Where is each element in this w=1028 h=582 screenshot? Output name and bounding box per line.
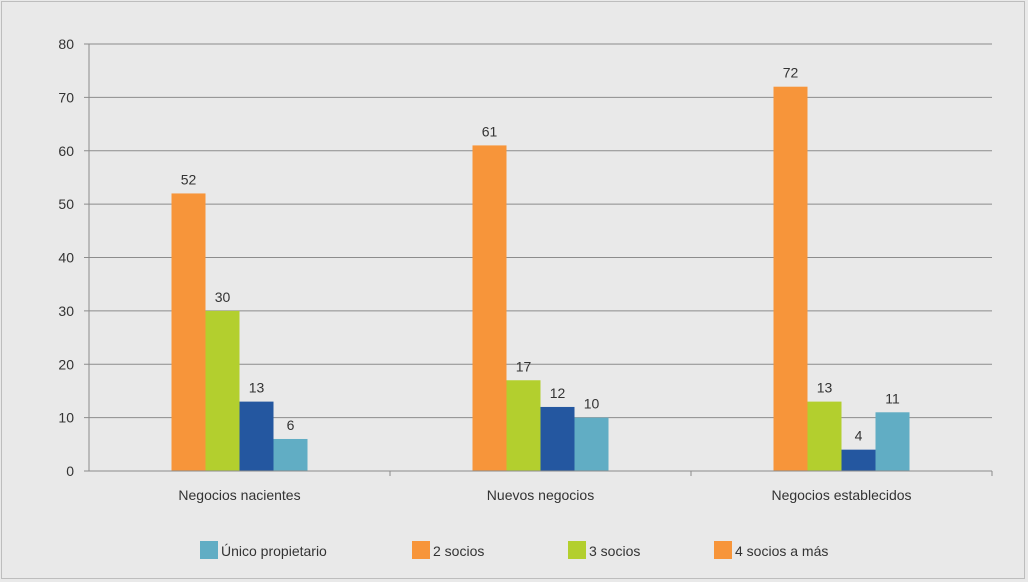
y-tick-label: 60 xyxy=(58,143,74,159)
data-label: 6 xyxy=(287,417,295,433)
y-tick-label: 50 xyxy=(58,196,74,212)
y-tick-label: 0 xyxy=(66,463,74,479)
x-category-label: Negocios nacientes xyxy=(178,487,300,503)
data-label: 11 xyxy=(885,390,900,406)
bar xyxy=(807,401,842,471)
legend-swatch xyxy=(200,541,218,559)
legend-label: Único propietario xyxy=(221,543,327,559)
y-tick-label: 70 xyxy=(58,89,74,105)
y-tick-label: 30 xyxy=(58,303,74,319)
legend-swatch xyxy=(412,541,430,559)
data-label: 61 xyxy=(482,123,498,139)
bar xyxy=(574,417,609,471)
data-label: 10 xyxy=(584,396,600,412)
bars xyxy=(171,86,910,471)
bar xyxy=(239,401,274,471)
legend: Único propietario 2 socios 3 socios 4 socio… xyxy=(200,541,828,559)
data-label: 52 xyxy=(181,171,197,187)
y-tick-label: 20 xyxy=(58,356,74,372)
data-label: 4 xyxy=(855,428,863,444)
bar xyxy=(540,406,575,471)
legend-swatch xyxy=(568,541,586,559)
data-label: 30 xyxy=(215,289,231,305)
legend-label: 3 socios xyxy=(589,543,640,559)
data-label: 13 xyxy=(249,380,265,396)
bar xyxy=(205,310,240,471)
bar xyxy=(273,438,308,471)
bar xyxy=(875,412,910,471)
x-category-label: Nuevos negocios xyxy=(487,487,594,503)
data-label: 17 xyxy=(516,358,532,374)
y-axis: 0 10 20 30 40 50 60 70 80 xyxy=(58,36,90,479)
data-label: 12 xyxy=(550,385,566,401)
bar xyxy=(171,193,206,471)
legend-label: 4 socios a más xyxy=(735,543,828,559)
data-label: 72 xyxy=(783,65,799,81)
y-tick-label: 80 xyxy=(58,36,74,52)
x-category-label: Negocios establecidos xyxy=(771,487,911,503)
x-axis: Negocios nacientes Nuevos negocios Negocio… xyxy=(89,470,993,503)
y-tick-label: 10 xyxy=(58,410,74,426)
y-tick-label: 40 xyxy=(58,250,74,266)
bar xyxy=(506,380,541,471)
bar xyxy=(841,449,876,471)
bar xyxy=(773,86,808,471)
bar xyxy=(472,145,507,471)
data-label: 13 xyxy=(817,380,833,396)
legend-label: 2 socios xyxy=(433,543,484,559)
legend-swatch xyxy=(714,541,732,559)
